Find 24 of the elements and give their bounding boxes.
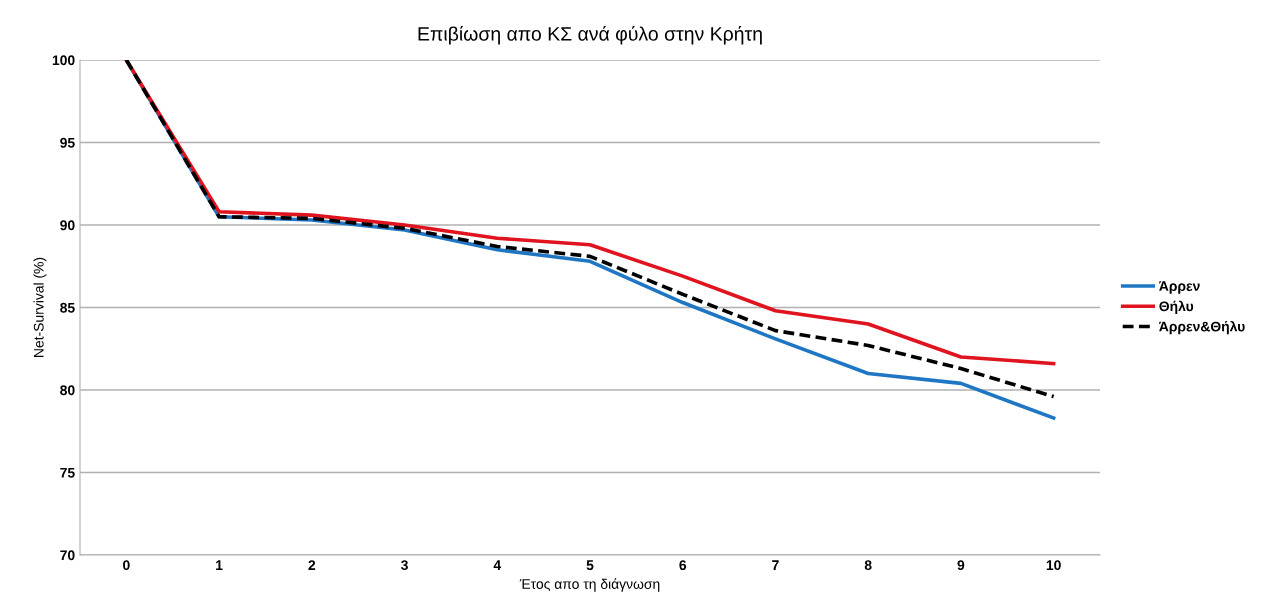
legend-label: Άρρεν&Θήλυ bbox=[1159, 320, 1245, 335]
x-tick-label: 5 bbox=[586, 560, 594, 571]
x-tick-label: 10 bbox=[1046, 560, 1061, 571]
y-tick-label: 90 bbox=[60, 220, 75, 231]
y-axis-title: Net-Survival (%) bbox=[33, 257, 47, 357]
y-tick-label: 85 bbox=[60, 302, 75, 313]
chart-title: Επιβίωση απο ΚΣ ανά φύλο στην Κρήτη bbox=[418, 25, 762, 45]
y-tick-label: 75 bbox=[60, 467, 75, 478]
legend-label: Θήλυ bbox=[1159, 300, 1194, 314]
x-tick-label: 2 bbox=[308, 560, 316, 570]
y-tick-label: 80 bbox=[60, 385, 75, 396]
legend-label: Άρρεν bbox=[1159, 281, 1200, 294]
x-tick-label: 7 bbox=[772, 560, 779, 570]
y-tick-label: 100 bbox=[52, 55, 75, 66]
y-tick-label: 70 bbox=[60, 550, 75, 561]
x-tick-label: 1 bbox=[216, 560, 223, 570]
x-tick-label: 4 bbox=[493, 560, 502, 570]
x-tick-label: 3 bbox=[401, 560, 408, 571]
y-tick-label: 95 bbox=[60, 137, 75, 148]
x-axis-title: Έτος απο τη διάγνωση bbox=[519, 578, 660, 592]
x-tick-label: 8 bbox=[864, 560, 872, 571]
x-tick-label: 9 bbox=[957, 560, 965, 571]
x-tick-label: 6 bbox=[679, 560, 687, 571]
x-tick-label: 0 bbox=[123, 560, 130, 571]
